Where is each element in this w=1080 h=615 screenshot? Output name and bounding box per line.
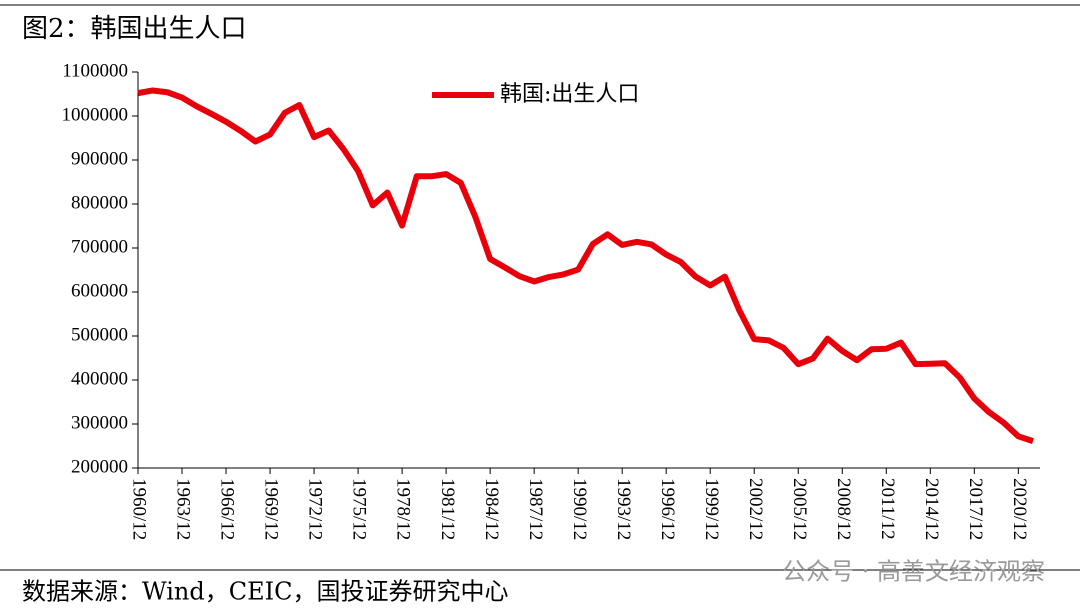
x-tick-label: 1996/12 (657, 478, 678, 540)
x-tick-label: 1978/12 (393, 478, 414, 540)
y-tick-label: 1000000 (62, 104, 129, 125)
watermark: 公众号 · 高善文经济观察 (782, 558, 1045, 586)
x-tick-label: 1987/12 (525, 478, 546, 540)
x-tick-label: 1960/12 (129, 478, 150, 540)
x-tick-label: 1969/12 (261, 478, 282, 540)
x-tick-label: 2008/12 (833, 478, 854, 540)
source-note: 数据来源：Wind，CEIC，国投证券研究中心 (22, 578, 508, 606)
y-tick-label: 500000 (71, 324, 128, 345)
x-tick-label: 1981/12 (437, 478, 458, 540)
x-tick-label: 1975/12 (349, 478, 370, 540)
y-tick-label: 400000 (71, 368, 128, 389)
y-tick-label: 900000 (71, 148, 128, 169)
y-tick-label: 800000 (71, 192, 128, 213)
x-tick-label: 1966/12 (217, 478, 238, 540)
x-tick-label: 1963/12 (173, 478, 194, 540)
legend-label: 韩国:出生人口 (500, 82, 639, 107)
x-tick-label: 2002/12 (745, 478, 766, 540)
y-tick-label: 700000 (71, 236, 128, 257)
x-tick-label: 2014/12 (921, 478, 942, 540)
x-tick-label: 2017/12 (965, 478, 986, 540)
y-tick-label: 300000 (71, 412, 128, 433)
y-tick-label: 200000 (71, 456, 128, 477)
y-tick-label: 600000 (71, 280, 128, 301)
x-tick-label: 1972/12 (305, 478, 326, 540)
data-line (137, 87, 1034, 445)
x-tick-label: 1984/12 (481, 478, 502, 540)
x-tick-label: 2005/12 (789, 478, 810, 540)
y-tick-label: 1100000 (62, 60, 128, 81)
x-tick-label: 1993/12 (613, 478, 634, 540)
x-tick-label: 1990/12 (569, 478, 590, 540)
x-tick-label: 2011/12 (877, 478, 898, 540)
chart-title: 图2：韩国出生人口 (22, 14, 247, 44)
x-tick-label: 1999/12 (701, 478, 722, 540)
x-tick-label: 2020/12 (1009, 478, 1030, 540)
